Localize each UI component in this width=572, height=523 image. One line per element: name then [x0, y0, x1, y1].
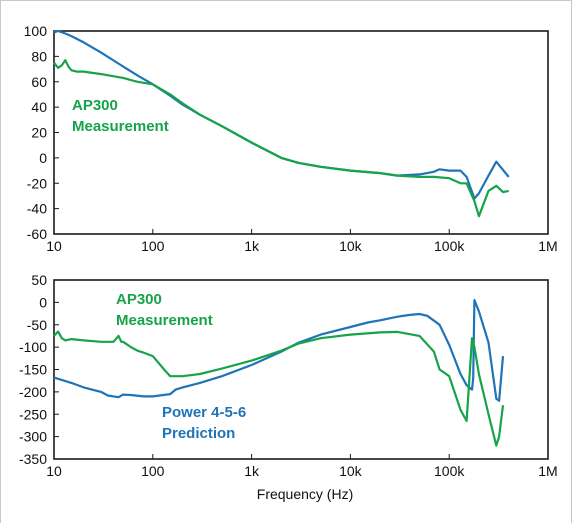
- x-tick-label: 1k: [244, 238, 260, 254]
- annotation-label: AP300: [72, 97, 118, 114]
- series-line-second: [53, 330, 505, 447]
- series-line-first: [53, 29, 510, 200]
- y-tick-label: -100: [19, 339, 47, 355]
- y-tick-label: -40: [27, 201, 47, 217]
- y-tick-label: -20: [27, 175, 47, 191]
- annotation-label: Prediction: [162, 425, 235, 442]
- x-tick-label: 10: [46, 238, 62, 254]
- y-tick-label: 60: [31, 74, 47, 90]
- series-line-first: [53, 299, 505, 402]
- x-tick-label: 1M: [538, 238, 557, 254]
- y-tick-label: 20: [31, 125, 47, 141]
- x-tick-label: 1k: [244, 463, 260, 479]
- y-tick-label: -60: [27, 226, 47, 242]
- y-tick-label: 0: [39, 294, 47, 310]
- annotation-label: Measurement: [72, 118, 169, 135]
- x-tick-label: 10k: [339, 238, 363, 254]
- y-tick-label: 40: [31, 99, 47, 115]
- x-tick-label: 100: [141, 238, 165, 254]
- x-tick-label: 10: [46, 463, 62, 479]
- y-tick-label: 80: [31, 48, 47, 64]
- y-tick-label: -150: [19, 362, 47, 378]
- y-tick-label: -200: [19, 384, 47, 400]
- y-tick-label: -250: [19, 406, 47, 422]
- y-tick-label: 100: [24, 23, 48, 39]
- y-tick-label: -300: [19, 429, 47, 445]
- annotation-label: AP300: [116, 291, 162, 308]
- figure-frame-top: [0, 0, 572, 1]
- y-tick-label: 50: [31, 272, 47, 288]
- figure-frame-left: [0, 0, 1, 523]
- y-tick-label: 0: [39, 150, 47, 166]
- series-line-second: [53, 59, 509, 218]
- x-axis-title: Frequency (Hz): [257, 486, 353, 502]
- x-tick-label: 100: [141, 463, 165, 479]
- x-tick-label: 10k: [339, 463, 363, 479]
- x-tick-label: 100k: [434, 238, 465, 254]
- x-tick-label: 100k: [434, 463, 465, 479]
- y-tick-label: -350: [19, 451, 47, 467]
- annotation-label: Power 4-5-6: [162, 404, 246, 421]
- y-tick-label: -50: [27, 317, 47, 333]
- x-tick-label: 1M: [538, 463, 557, 479]
- annotation-label: Measurement: [116, 312, 213, 329]
